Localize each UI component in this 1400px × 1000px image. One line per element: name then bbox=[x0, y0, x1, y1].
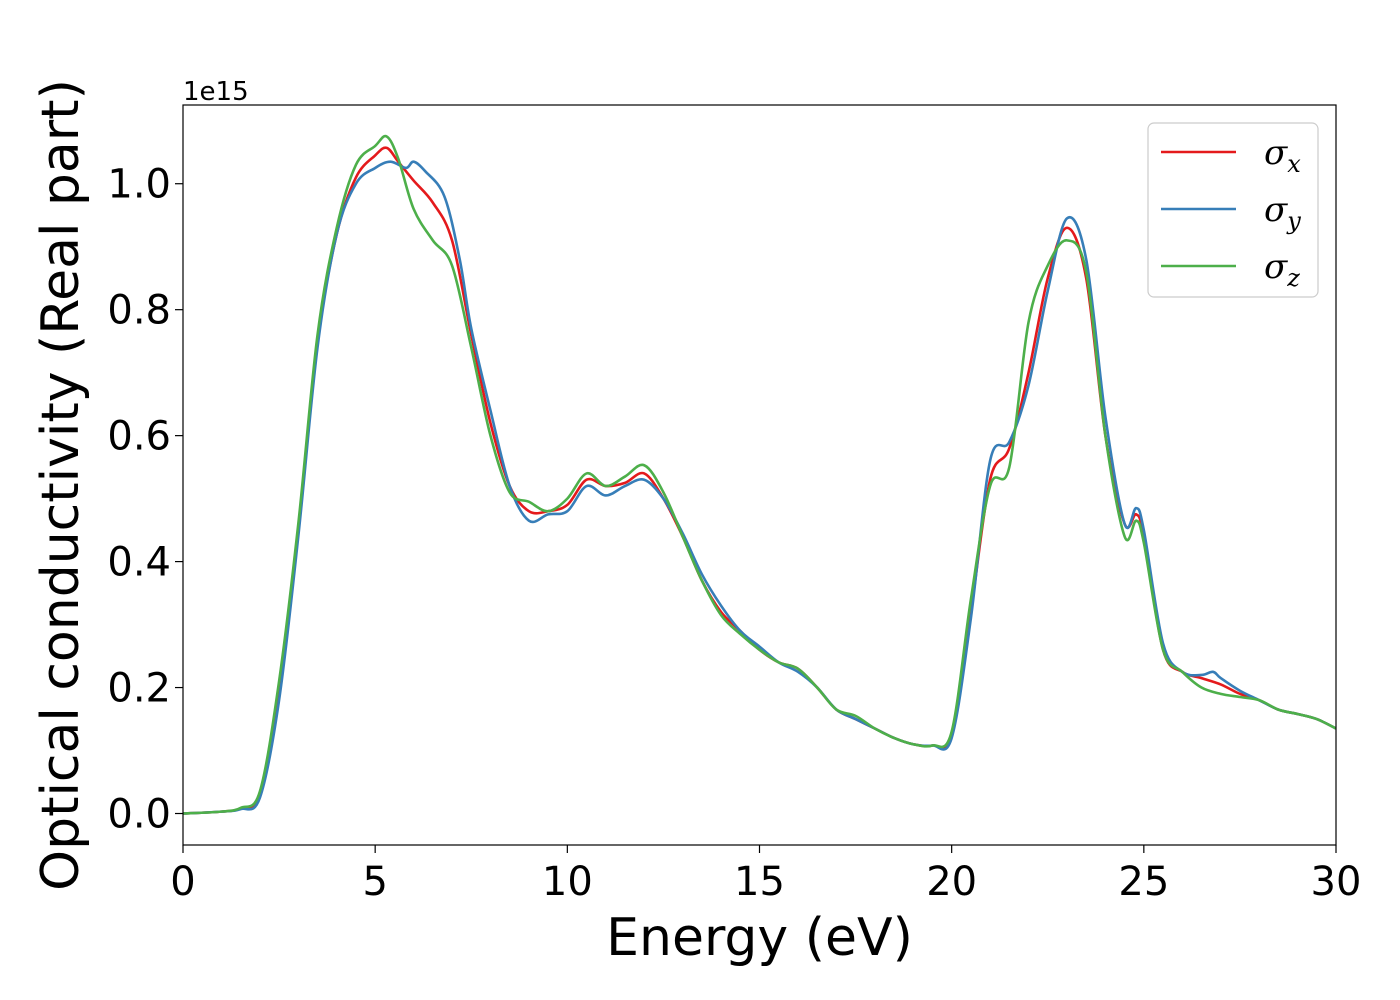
x-axis-title: Energy (eV) bbox=[606, 908, 913, 968]
legend-symbol: σ bbox=[1264, 247, 1288, 287]
y-axis-title: Optical conductivity (Real part) bbox=[31, 79, 91, 891]
y-tick-label: 0.0 bbox=[107, 792, 171, 838]
legend-subscript: y bbox=[1286, 207, 1301, 235]
y-tick-label: 0.6 bbox=[107, 414, 171, 460]
y-tick-label: 1.0 bbox=[107, 162, 171, 208]
legend-label-y: σy bbox=[1264, 190, 1301, 235]
legend-subscript: x bbox=[1287, 150, 1301, 178]
legend-subscript: z bbox=[1286, 264, 1300, 292]
y-tick-label: 0.4 bbox=[107, 540, 171, 586]
x-tick-label: 0 bbox=[170, 859, 195, 905]
x-tick-label: 30 bbox=[1311, 859, 1362, 905]
x-tick-label: 25 bbox=[1118, 859, 1169, 905]
x-tick-label: 15 bbox=[734, 859, 785, 905]
series-line-z bbox=[182, 134, 1337, 815]
legend-label-x: σx bbox=[1264, 133, 1301, 178]
legend-label-z: σz bbox=[1264, 247, 1300, 292]
y-tick-label: 0.2 bbox=[107, 666, 171, 712]
legend-symbol: σ bbox=[1264, 190, 1288, 230]
x-tick-label: 5 bbox=[362, 859, 387, 905]
y-tick-label: 0.8 bbox=[107, 288, 171, 334]
y-axis: 0.0 0.2 0.4 0.6 0.8 1.0 bbox=[107, 162, 183, 838]
legend-symbol: σ bbox=[1264, 133, 1288, 173]
x-axis: 0 5 10 15 20 25 30 bbox=[170, 845, 1361, 905]
x-tick-label: 10 bbox=[542, 859, 593, 905]
y-offset-label: 1e15 bbox=[183, 77, 249, 107]
plot-lines bbox=[182, 134, 1337, 815]
x-tick-label: 20 bbox=[926, 859, 977, 905]
